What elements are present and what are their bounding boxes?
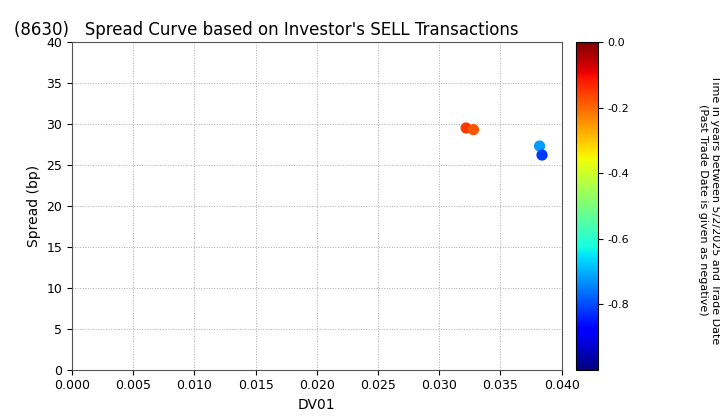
Text: Time in years between 5/2/2025 and Trade Date
(Past Trade Date is given as negat: Time in years between 5/2/2025 and Trade… bbox=[698, 75, 720, 345]
Point bbox=[468, 126, 480, 133]
Point bbox=[534, 143, 545, 150]
Y-axis label: Spread (bp): Spread (bp) bbox=[27, 165, 41, 247]
X-axis label: DV01: DV01 bbox=[298, 398, 336, 412]
Point bbox=[460, 125, 472, 131]
Text: (8630)   Spread Curve based on Investor's SELL Transactions: (8630) Spread Curve based on Investor's … bbox=[14, 21, 519, 39]
Point bbox=[536, 152, 548, 158]
